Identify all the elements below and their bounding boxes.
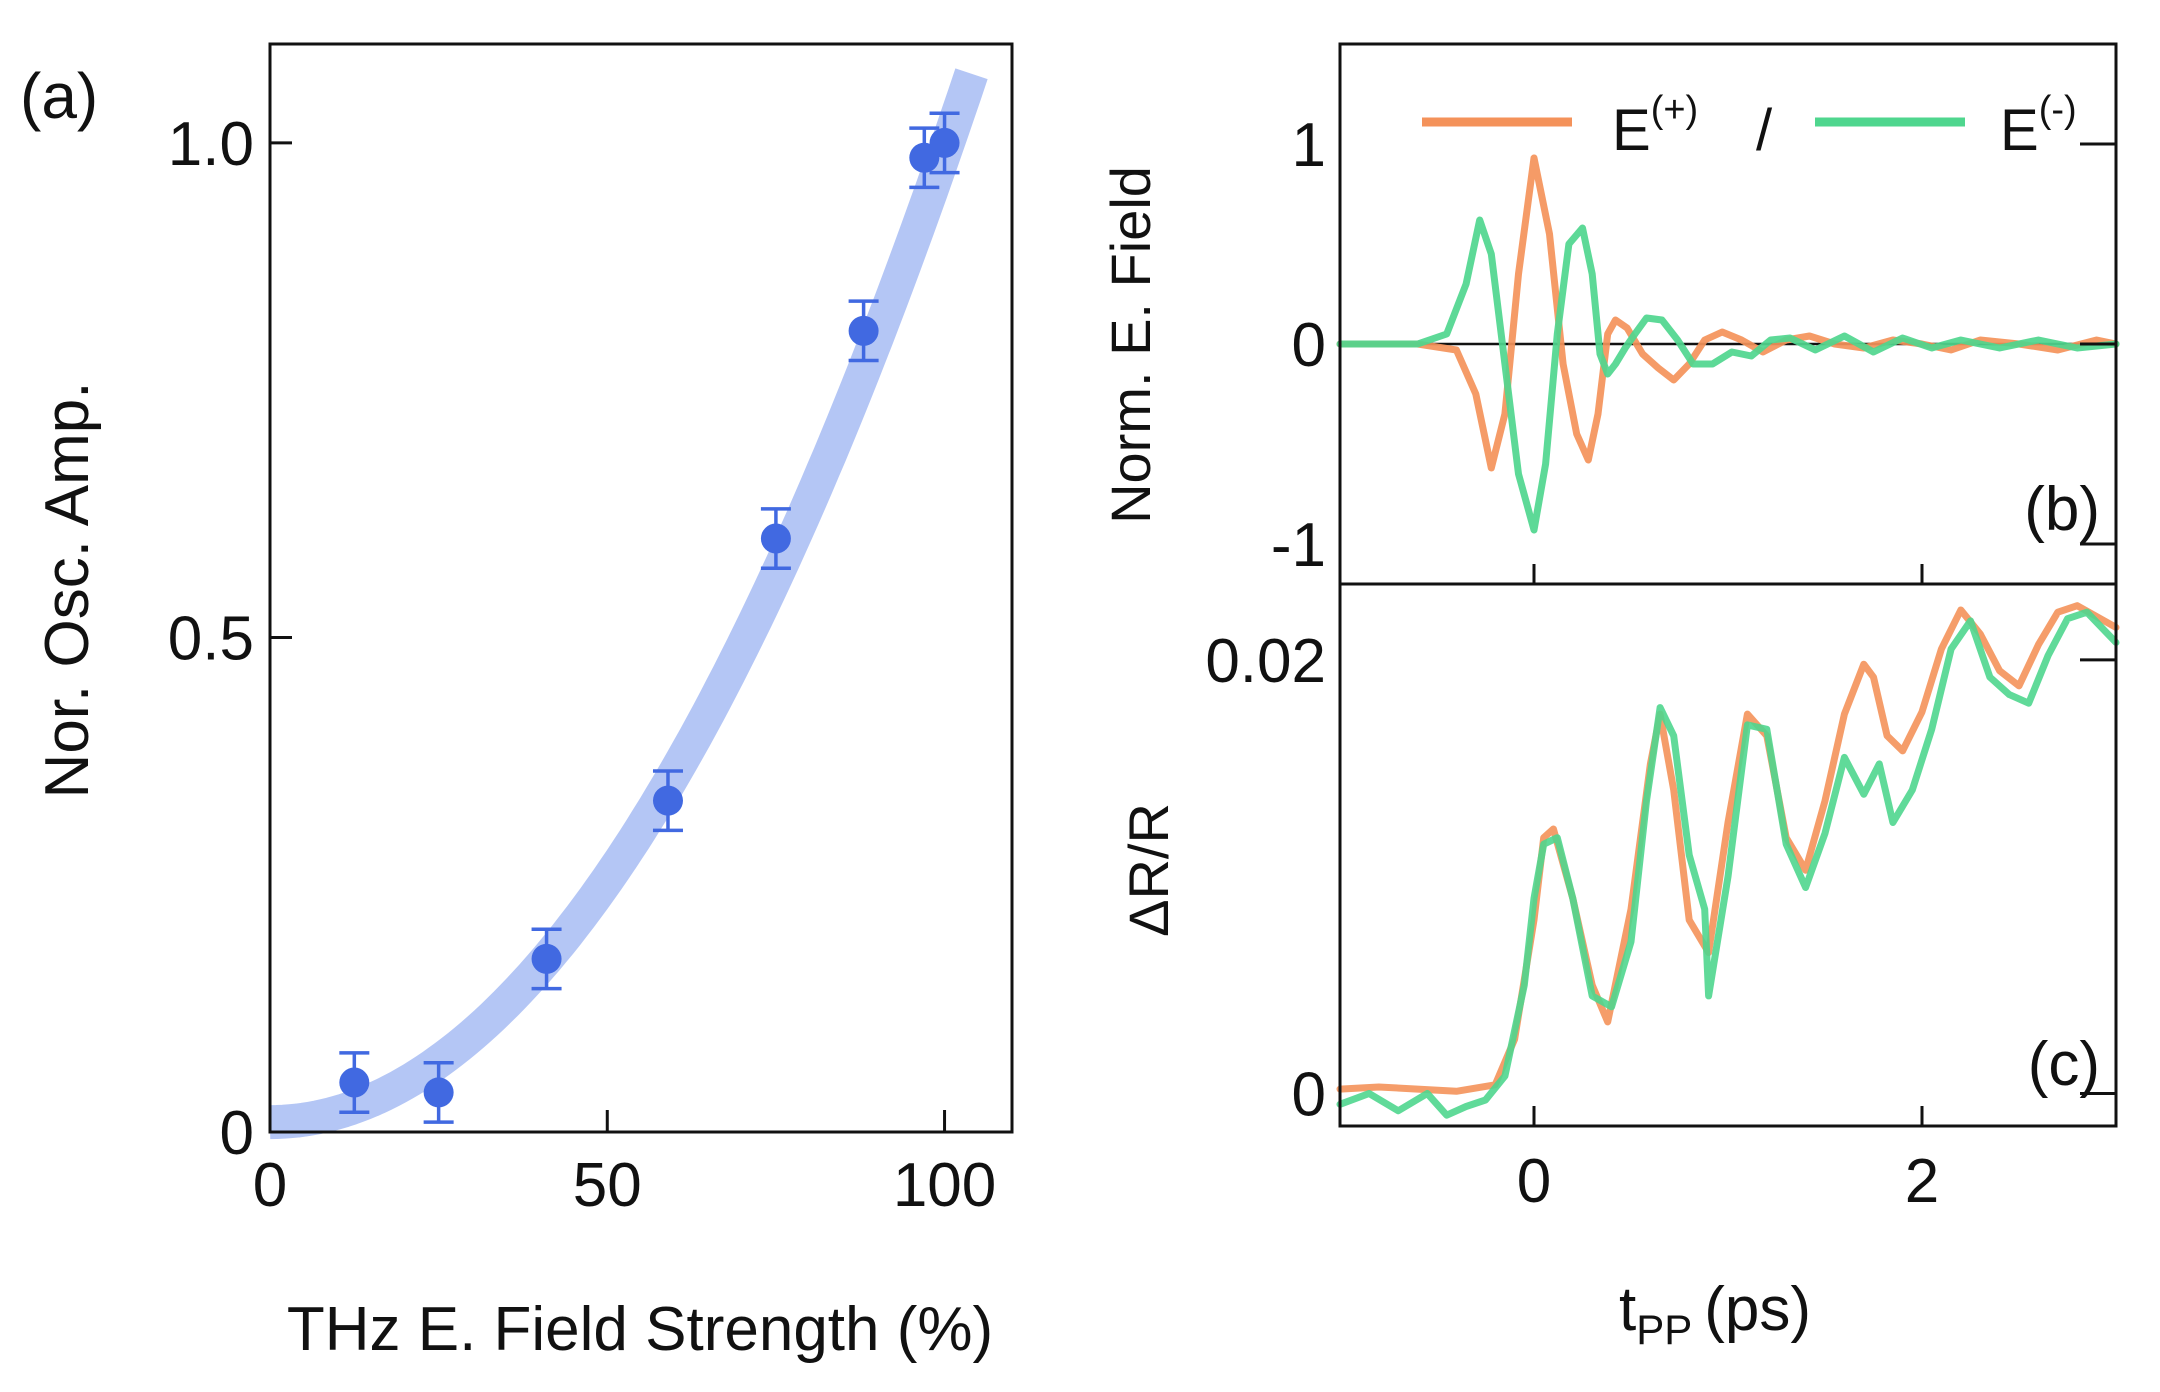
legend-label-e-minus: E(-) — [2000, 89, 2077, 163]
panel-a-y-ticks: 0 0.5 1.0 — [168, 110, 292, 1168]
x-tick-label: 0 — [253, 1151, 287, 1220]
panel-c-y-ticks: 00.02 — [1205, 627, 2116, 1129]
y-tick-label: 1 — [1292, 111, 1326, 180]
y-tick-label: 0.02 — [1205, 627, 1326, 696]
x-tick-label: 0 — [1517, 1147, 1551, 1216]
panel-c-series — [1336, 602, 2120, 1119]
panel-a-axes-frame — [268, 42, 1014, 1134]
panel-b-legend: E(+) / E(-) — [1422, 89, 2077, 163]
y-tick-label: 1.0 — [168, 110, 254, 179]
panel-b-y-ticks: -1 0 1 — [1271, 111, 2116, 580]
legend-label-e-plus: E(+) — [1612, 89, 1698, 163]
y-tick-label: -1 — [1271, 511, 1326, 580]
data-point — [423, 1077, 454, 1108]
data-point — [929, 127, 960, 158]
panel-a-points — [339, 111, 960, 1124]
series-line-eminus — [1336, 216, 2120, 534]
y-tick-label: 0 — [220, 1099, 254, 1168]
panel-c-y-axis-label: ΔR/R — [1117, 803, 1180, 937]
panel-a-x-axis-label: THz E. Field Strength (%) — [287, 1295, 993, 1364]
data-point — [652, 785, 683, 816]
panel-a: 0 50 100 0 0.5 1.0 (a) THz E. Field Strength… — [20, 42, 1014, 1364]
y-tick-label: 0.5 — [168, 604, 254, 673]
panel-b-y-axis-label: Norm. E. Field — [1099, 166, 1162, 524]
panel-c-axes-frame — [1338, 582, 2118, 1128]
data-point — [848, 315, 879, 346]
x-tick-label: 100 — [893, 1151, 996, 1220]
data-point — [760, 523, 791, 554]
panel-b-series — [1336, 154, 2120, 534]
y-tick-label: 0 — [1292, 1060, 1326, 1129]
data-point — [339, 1067, 370, 1098]
series-line-eplus — [1336, 602, 2120, 1095]
x-tick-label: 50 — [573, 1151, 642, 1220]
fit-curve — [259, 68, 988, 1140]
panel-a-y-axis-label: Nor. Osc. Amp. — [33, 382, 102, 799]
series-line-eminus — [1336, 608, 2120, 1119]
panel-b: -1 0 1 E(+) / E(-) (b) Norm. E. Field — [1099, 42, 2120, 586]
panel-c-x-axis-label: tPP (ps) — [1619, 1275, 1811, 1353]
panel-a-x-ticks: 0 50 100 — [253, 1110, 996, 1220]
y-tick-label: 0 — [1292, 311, 1326, 380]
data-point — [531, 943, 562, 974]
x-tick-label: 2 — [1905, 1147, 1939, 1216]
panel-a-fit-band — [259, 68, 988, 1140]
panel-b-x-ticks — [1532, 564, 1924, 584]
panel-b-label: (b) — [2024, 475, 2100, 544]
panel-c-label: (c) — [2028, 1030, 2100, 1099]
panel-a-label: (a) — [20, 60, 98, 132]
legend-separator: / — [1756, 98, 1773, 163]
